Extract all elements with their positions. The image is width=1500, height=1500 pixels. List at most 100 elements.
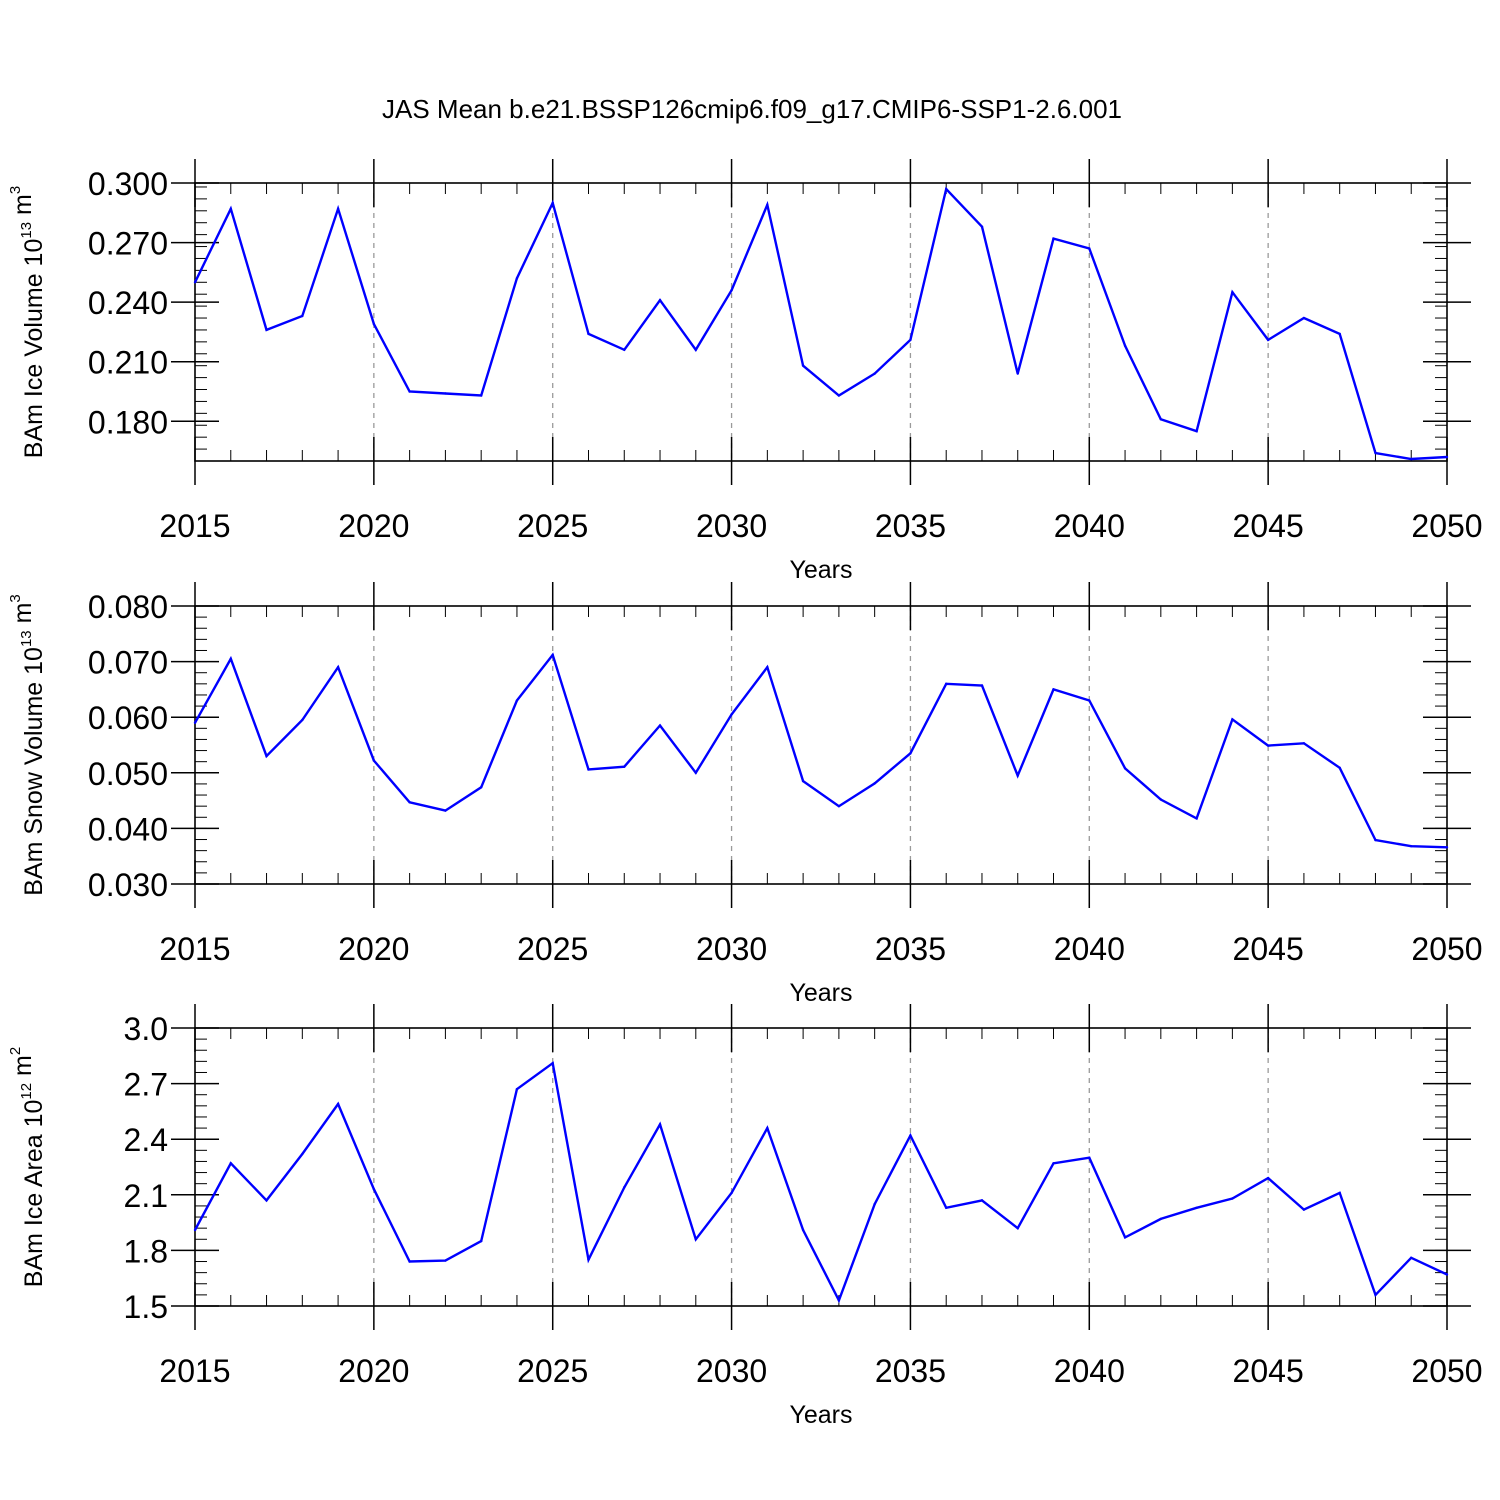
data-point (980, 1199, 984, 1202)
data-point (1338, 1191, 1341, 1195)
x-tick-label: 2015 (159, 1353, 230, 1389)
x-tick-label: 2020 (338, 931, 409, 967)
data-point (1016, 774, 1019, 777)
data-point (1088, 247, 1091, 250)
data-point (1123, 1236, 1127, 1239)
data-point (1016, 1226, 1019, 1230)
data-point (766, 203, 769, 207)
data-point (1445, 455, 1449, 459)
data-point (1266, 744, 1270, 747)
y-tick-label: 0.080 (88, 589, 168, 625)
x-tick-label: 2045 (1233, 1353, 1304, 1389)
y-tick-label: 0.210 (88, 345, 168, 381)
data-point (551, 1062, 554, 1065)
data-point (372, 759, 376, 762)
data-point (1410, 457, 1413, 461)
x-tick-label: 2040 (1054, 1353, 1125, 1389)
data-point (515, 699, 519, 702)
data-point (408, 390, 411, 393)
data-point (515, 277, 519, 280)
data-point (479, 1239, 483, 1243)
y-axis-title-text: BAm Snow Volume 10 (20, 647, 48, 896)
y-tick-label: 2.4 (124, 1122, 168, 1158)
x-tick-label: 2050 (1411, 931, 1482, 967)
x-tick-label: 2015 (159, 508, 230, 544)
data-point (837, 804, 841, 808)
x-tick-label: 2025 (517, 1353, 588, 1389)
data-point (408, 1260, 411, 1263)
x-tick-label: 2050 (1411, 508, 1482, 544)
y-tick-label: 1.8 (124, 1233, 168, 1269)
data-point (945, 682, 948, 686)
data-point (1266, 1176, 1270, 1180)
data-point (408, 801, 411, 804)
data-point (1159, 1217, 1163, 1221)
data-point (193, 721, 197, 724)
x-tick-label: 2030 (696, 931, 767, 967)
y-axis-title-text: BAm Ice Area 10 (20, 1100, 48, 1288)
data-point (1374, 1293, 1377, 1297)
plot-frame (194, 1027, 1448, 1307)
x-tick-label: 2030 (696, 508, 767, 544)
y-axis-title-superscript: 3 (7, 186, 24, 194)
series-line (193, 652, 1448, 849)
data-point (801, 364, 805, 367)
data-point (980, 684, 984, 687)
y-axis-title-superscript: 2 (7, 1047, 24, 1055)
data-point (909, 338, 912, 342)
y-axis-title-superscript: 13 (18, 630, 35, 647)
x-tick-label: 2035 (875, 1353, 946, 1389)
data-point (730, 1191, 733, 1195)
y-tick-label: 0.050 (88, 756, 168, 792)
y-axis-title: BAm Snow Volume 1013 m3 (7, 594, 48, 896)
y-axis-title-text: BAm Ice Volume 10 (20, 239, 48, 459)
data-point (1302, 1208, 1306, 1211)
data-point (336, 207, 340, 211)
data-point (1052, 1162, 1055, 1165)
data-point (336, 665, 340, 669)
data-point (623, 765, 626, 768)
x-axis-title: Years (789, 556, 852, 584)
plot-frame (194, 605, 1448, 885)
data-point (837, 394, 841, 397)
data-point (265, 1199, 268, 1202)
data-point (372, 322, 376, 326)
y-tick-label: 2.1 (124, 1178, 168, 1214)
data-point (694, 1238, 697, 1241)
y-tick-label: 0.270 (88, 226, 168, 262)
x-tick-label: 2020 (338, 508, 409, 544)
x-axis-title: Years (789, 979, 852, 1007)
x-tick-label: 2015 (159, 931, 230, 967)
data-point (694, 771, 697, 774)
data-point (945, 187, 948, 191)
data-point (1374, 838, 1377, 842)
data-point (1445, 1273, 1449, 1276)
data-point (479, 394, 483, 397)
y-tick-label: 3.0 (124, 1011, 168, 1047)
data-point (945, 1206, 948, 1209)
data-point (1302, 742, 1306, 745)
y-axis-title-superscript: 13 (18, 222, 35, 239)
data-point (1445, 846, 1449, 849)
series-line (193, 186, 1448, 461)
y-tick-label: 0.030 (88, 867, 168, 903)
data-point (1410, 844, 1413, 848)
data-point (229, 207, 232, 211)
data-point (1231, 1197, 1234, 1200)
data-point (873, 372, 876, 375)
data-point (587, 1258, 590, 1261)
data-point (265, 754, 268, 758)
y-axis-title-text: m (9, 603, 37, 631)
data-point (658, 1123, 662, 1126)
data-point (1338, 332, 1341, 336)
y-tick-label: 0.300 (88, 166, 168, 202)
data-point (694, 348, 697, 351)
data-point (801, 1228, 805, 1232)
data-point (1195, 430, 1198, 433)
y-axis-title-superscript: 3 (7, 594, 24, 602)
y-tick-label: 0.060 (88, 700, 168, 736)
x-tick-label: 2035 (875, 931, 946, 967)
plot-frame (194, 182, 1448, 462)
data-point (658, 298, 662, 302)
